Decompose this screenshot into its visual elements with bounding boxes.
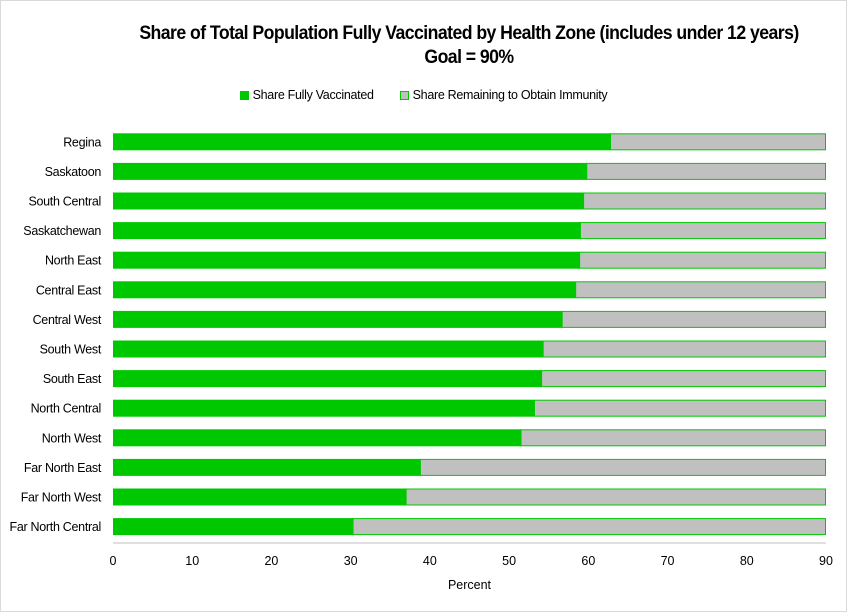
category-label-central-east: Central East bbox=[36, 283, 102, 297]
bar-remaining-north-west bbox=[520, 429, 826, 447]
x-tick-label: 0 bbox=[110, 554, 117, 568]
bar-vaccinated-north-central bbox=[113, 399, 535, 417]
legend-label-vaccinated: Share Fully Vaccinated bbox=[252, 88, 374, 102]
legend-item-remaining: Share Remaining to Obtain Immunity bbox=[399, 88, 608, 102]
chart-title-block: Share of Total Population Fully Vaccinat… bbox=[137, 22, 801, 70]
category-label-south-central: South Central bbox=[28, 195, 101, 209]
bar-remaining-north-central bbox=[533, 399, 826, 417]
category-label-far-north-west: Far North West bbox=[21, 491, 102, 505]
bar-vaccinated-south-central bbox=[113, 192, 584, 210]
legend-swatch-remaining bbox=[399, 90, 409, 100]
chart-subtitle: Goal = 90% bbox=[424, 47, 514, 68]
bar-vaccinated-saskatoon bbox=[113, 162, 587, 180]
bar-remaining-far-north-west bbox=[405, 488, 826, 506]
category-label-south-west: South West bbox=[40, 343, 102, 357]
bar-remaining-north-east bbox=[579, 251, 826, 269]
bar-remaining-central-east bbox=[575, 281, 826, 299]
bar-vaccinated-central-east bbox=[113, 281, 576, 299]
bar-remaining-south-west bbox=[542, 340, 827, 358]
bar-vaccinated-far-north-east bbox=[113, 458, 421, 476]
category-label-central-west: Central West bbox=[33, 313, 102, 327]
x-tick-label: 70 bbox=[661, 554, 675, 568]
x-tick-label: 40 bbox=[423, 554, 437, 568]
bar-remaining-central-west bbox=[561, 310, 826, 328]
bar-vaccinated-south-west bbox=[113, 340, 544, 358]
bar-remaining-saskatchewan bbox=[579, 222, 827, 240]
bar-remaining-regina bbox=[610, 133, 827, 151]
x-tick-label: 10 bbox=[185, 554, 199, 568]
category-label-north-central: North Central bbox=[31, 402, 101, 416]
bar-vaccinated-central-west bbox=[113, 310, 563, 328]
x-tick-label: 90 bbox=[819, 554, 833, 568]
x-axis-title: Percent bbox=[448, 578, 492, 592]
category-label-north-east: North East bbox=[45, 254, 102, 268]
x-tick-label: 50 bbox=[502, 554, 516, 568]
x-tick-label: 60 bbox=[581, 554, 595, 568]
bar-vaccinated-regina bbox=[113, 133, 611, 151]
bar-remaining-south-east bbox=[541, 370, 826, 388]
legend-label-remaining: Share Remaining to Obtain Immunity bbox=[412, 88, 608, 102]
bar-vaccinated-north-west bbox=[113, 429, 521, 447]
legend-item-vaccinated: Share Fully Vaccinated bbox=[239, 88, 374, 102]
bar-vaccinated-far-north-west bbox=[113, 488, 407, 506]
category-label-saskatchewan: Saskatchewan bbox=[23, 224, 101, 238]
category-label-south-east: South East bbox=[43, 372, 102, 386]
bar-remaining-south-central bbox=[583, 192, 827, 210]
category-label-saskatoon: Saskatoon bbox=[45, 165, 102, 179]
legend-swatch-vaccinated bbox=[239, 90, 249, 100]
bar-vaccinated-north-east bbox=[113, 251, 580, 269]
category-label-far-north-east: Far North East bbox=[24, 461, 102, 475]
x-tick-label: 30 bbox=[344, 554, 358, 568]
category-label-far-north-central: Far North Central bbox=[10, 520, 101, 534]
bar-remaining-far-north-central bbox=[352, 518, 826, 536]
x-tick-label: 80 bbox=[740, 554, 754, 568]
bar-vaccinated-south-east bbox=[113, 370, 542, 388]
category-label-regina: Regina bbox=[63, 135, 101, 149]
bar-remaining-saskatoon bbox=[586, 162, 827, 180]
bar-vaccinated-far-north-central bbox=[113, 518, 354, 536]
chart-title: Share of Total Population Fully Vaccinat… bbox=[139, 23, 799, 44]
x-tick-label: 20 bbox=[264, 554, 278, 568]
bar-vaccinated-saskatchewan bbox=[113, 222, 581, 240]
bar-remaining-far-north-east bbox=[419, 458, 826, 476]
category-label-north-west: North West bbox=[42, 431, 102, 445]
legend: Share Fully Vaccinated Share Remaining t… bbox=[0, 86, 847, 104]
